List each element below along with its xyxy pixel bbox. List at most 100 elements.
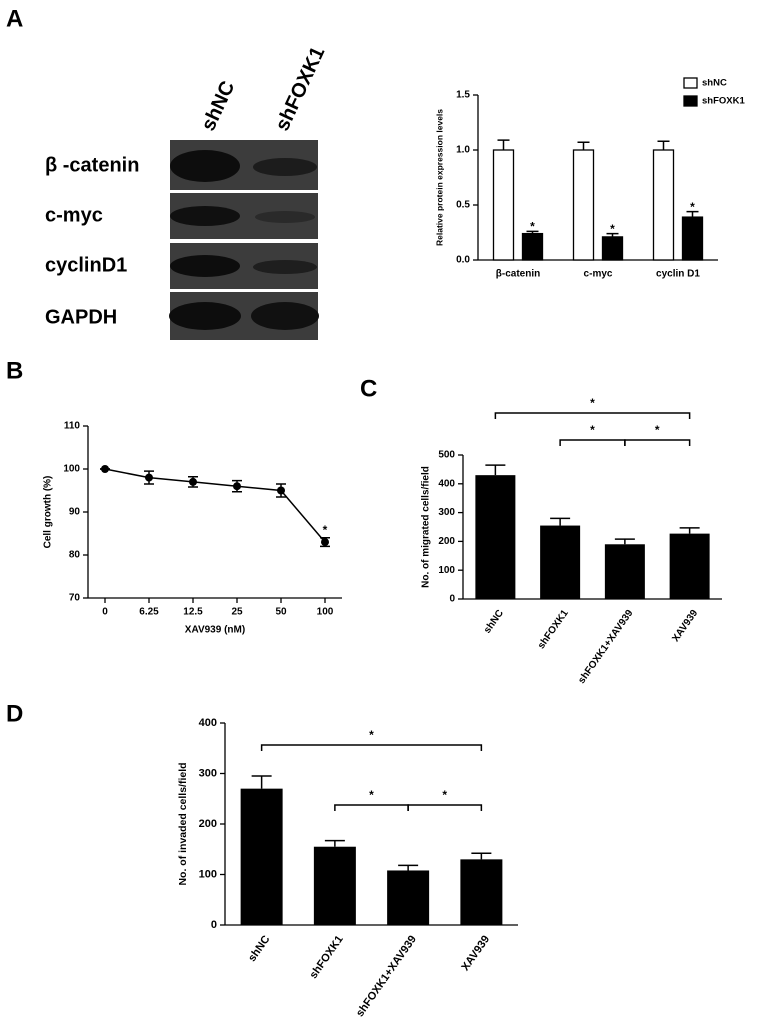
bar (681, 216, 704, 261)
legend-label: shNC (702, 78, 727, 89)
error-bar (526, 230, 539, 234)
bar (669, 533, 710, 599)
x-tick-label: shFOXK1 (307, 934, 345, 981)
western-blot: shNC shFOXK1 β -catenin c-myc cyclinD1 G… (45, 43, 329, 340)
x-tick-label: shFOXK1+XAV939 (354, 934, 419, 1020)
y-tick-label: 0 (211, 919, 217, 931)
panel-label: D (6, 700, 23, 727)
legend-label: shFOXK1 (702, 96, 745, 107)
error-bar (497, 139, 510, 150)
bar (460, 859, 503, 925)
bar (240, 788, 283, 925)
line (104, 468, 326, 543)
error-bar (679, 527, 700, 534)
panel-label: C (360, 375, 377, 402)
x-tick-label: shFOXK1 (536, 608, 571, 652)
y-tick-label: 400 (199, 717, 217, 729)
error-bar (686, 210, 699, 218)
y-tick-label: 90 (69, 507, 81, 518)
significance-label: * (590, 423, 595, 437)
significance-label: * (610, 222, 615, 236)
point (277, 486, 285, 495)
y-tick-label: 110 (64, 421, 81, 432)
bar (313, 846, 356, 925)
x-tick-label: 6.25 (139, 607, 159, 618)
significance-bracket (624, 439, 691, 446)
blot-row-label: c-myc (45, 204, 103, 226)
y-tick-label: 300 (438, 507, 455, 518)
point (145, 473, 153, 482)
bar (572, 149, 595, 261)
y-tick-label: 300 (199, 767, 217, 779)
bar (387, 870, 430, 925)
x-tick-label: XAV939 (670, 608, 700, 645)
x-tick-label: β-catenin (496, 269, 540, 280)
y-axis-label: No. of migrated cells/field (421, 466, 432, 588)
significance-bracket (494, 412, 691, 419)
y-tick-label: 0.0 (456, 255, 470, 266)
bar (540, 525, 581, 599)
y-tick-label: 0 (449, 594, 455, 605)
y-tick-label: 500 (438, 450, 455, 461)
point (189, 477, 197, 486)
error-bar (614, 538, 635, 545)
error-bar (550, 517, 571, 526)
y-tick-label: 1.0 (456, 145, 470, 156)
x-tick-label: c-myc (584, 269, 613, 280)
y-tick-label: 100 (63, 464, 80, 475)
significance-bracket (559, 439, 626, 446)
blot-column-label: shNC (197, 78, 239, 135)
panel-label: B (6, 357, 23, 384)
x-tick-label: shNC (246, 933, 272, 963)
x-tick-label: cyclin D1 (656, 269, 700, 280)
bar (475, 475, 516, 599)
significance-label: * (442, 788, 447, 802)
error-bar (657, 140, 670, 150)
y-tick-label: 100 (438, 565, 455, 576)
point (233, 482, 241, 491)
bar (601, 236, 624, 261)
y-axis-label: No. of invaded cells/field (177, 762, 189, 885)
y-tick-label: 0.5 (456, 200, 470, 211)
legend-swatch (683, 77, 698, 89)
bar (521, 232, 544, 261)
y-tick-label: 200 (199, 818, 217, 830)
error-bar (485, 464, 506, 476)
significance-label: * (369, 788, 374, 802)
x-axis-label: XAV939 (nM) (185, 625, 245, 636)
significance-label: * (655, 423, 660, 437)
blot-column-label: shFOXK1 (271, 43, 329, 134)
significance-label: * (690, 200, 695, 214)
x-tick-label: 50 (275, 607, 287, 618)
point (101, 465, 109, 473)
bar (492, 149, 515, 261)
x-tick-label: 100 (317, 607, 334, 618)
y-axis-label: Cell growth (%) (43, 476, 54, 549)
significance-label: * (369, 728, 374, 742)
error-bar (324, 839, 345, 847)
significance-label: * (590, 396, 595, 410)
y-axis-label: Relative protein expression levels (434, 109, 444, 246)
x-tick-label: shFOXK1+XAV939 (576, 608, 635, 686)
y-tick-label: 80 (69, 550, 81, 561)
error-bar (577, 141, 590, 150)
blot-row-label: β -catenin (45, 154, 139, 176)
significance-bracket (334, 804, 409, 811)
error-bar (251, 775, 272, 789)
blot-image (169, 140, 319, 340)
significance-label: * (530, 220, 535, 234)
x-tick-label: 0 (102, 607, 108, 618)
y-tick-label: 400 (438, 478, 455, 489)
x-tick-label: XAV939 (459, 934, 492, 974)
x-tick-label: 12.5 (183, 607, 203, 618)
y-tick-label: 70 (69, 593, 81, 604)
x-tick-label: 25 (231, 607, 243, 618)
blot-row-label: cyclinD1 (45, 254, 127, 276)
bar (652, 149, 675, 261)
y-tick-label: 200 (438, 536, 455, 547)
legend-swatch (683, 95, 698, 107)
error-bar (606, 232, 619, 237)
significance-label: * (323, 523, 328, 537)
y-tick-label: 100 (199, 868, 217, 880)
